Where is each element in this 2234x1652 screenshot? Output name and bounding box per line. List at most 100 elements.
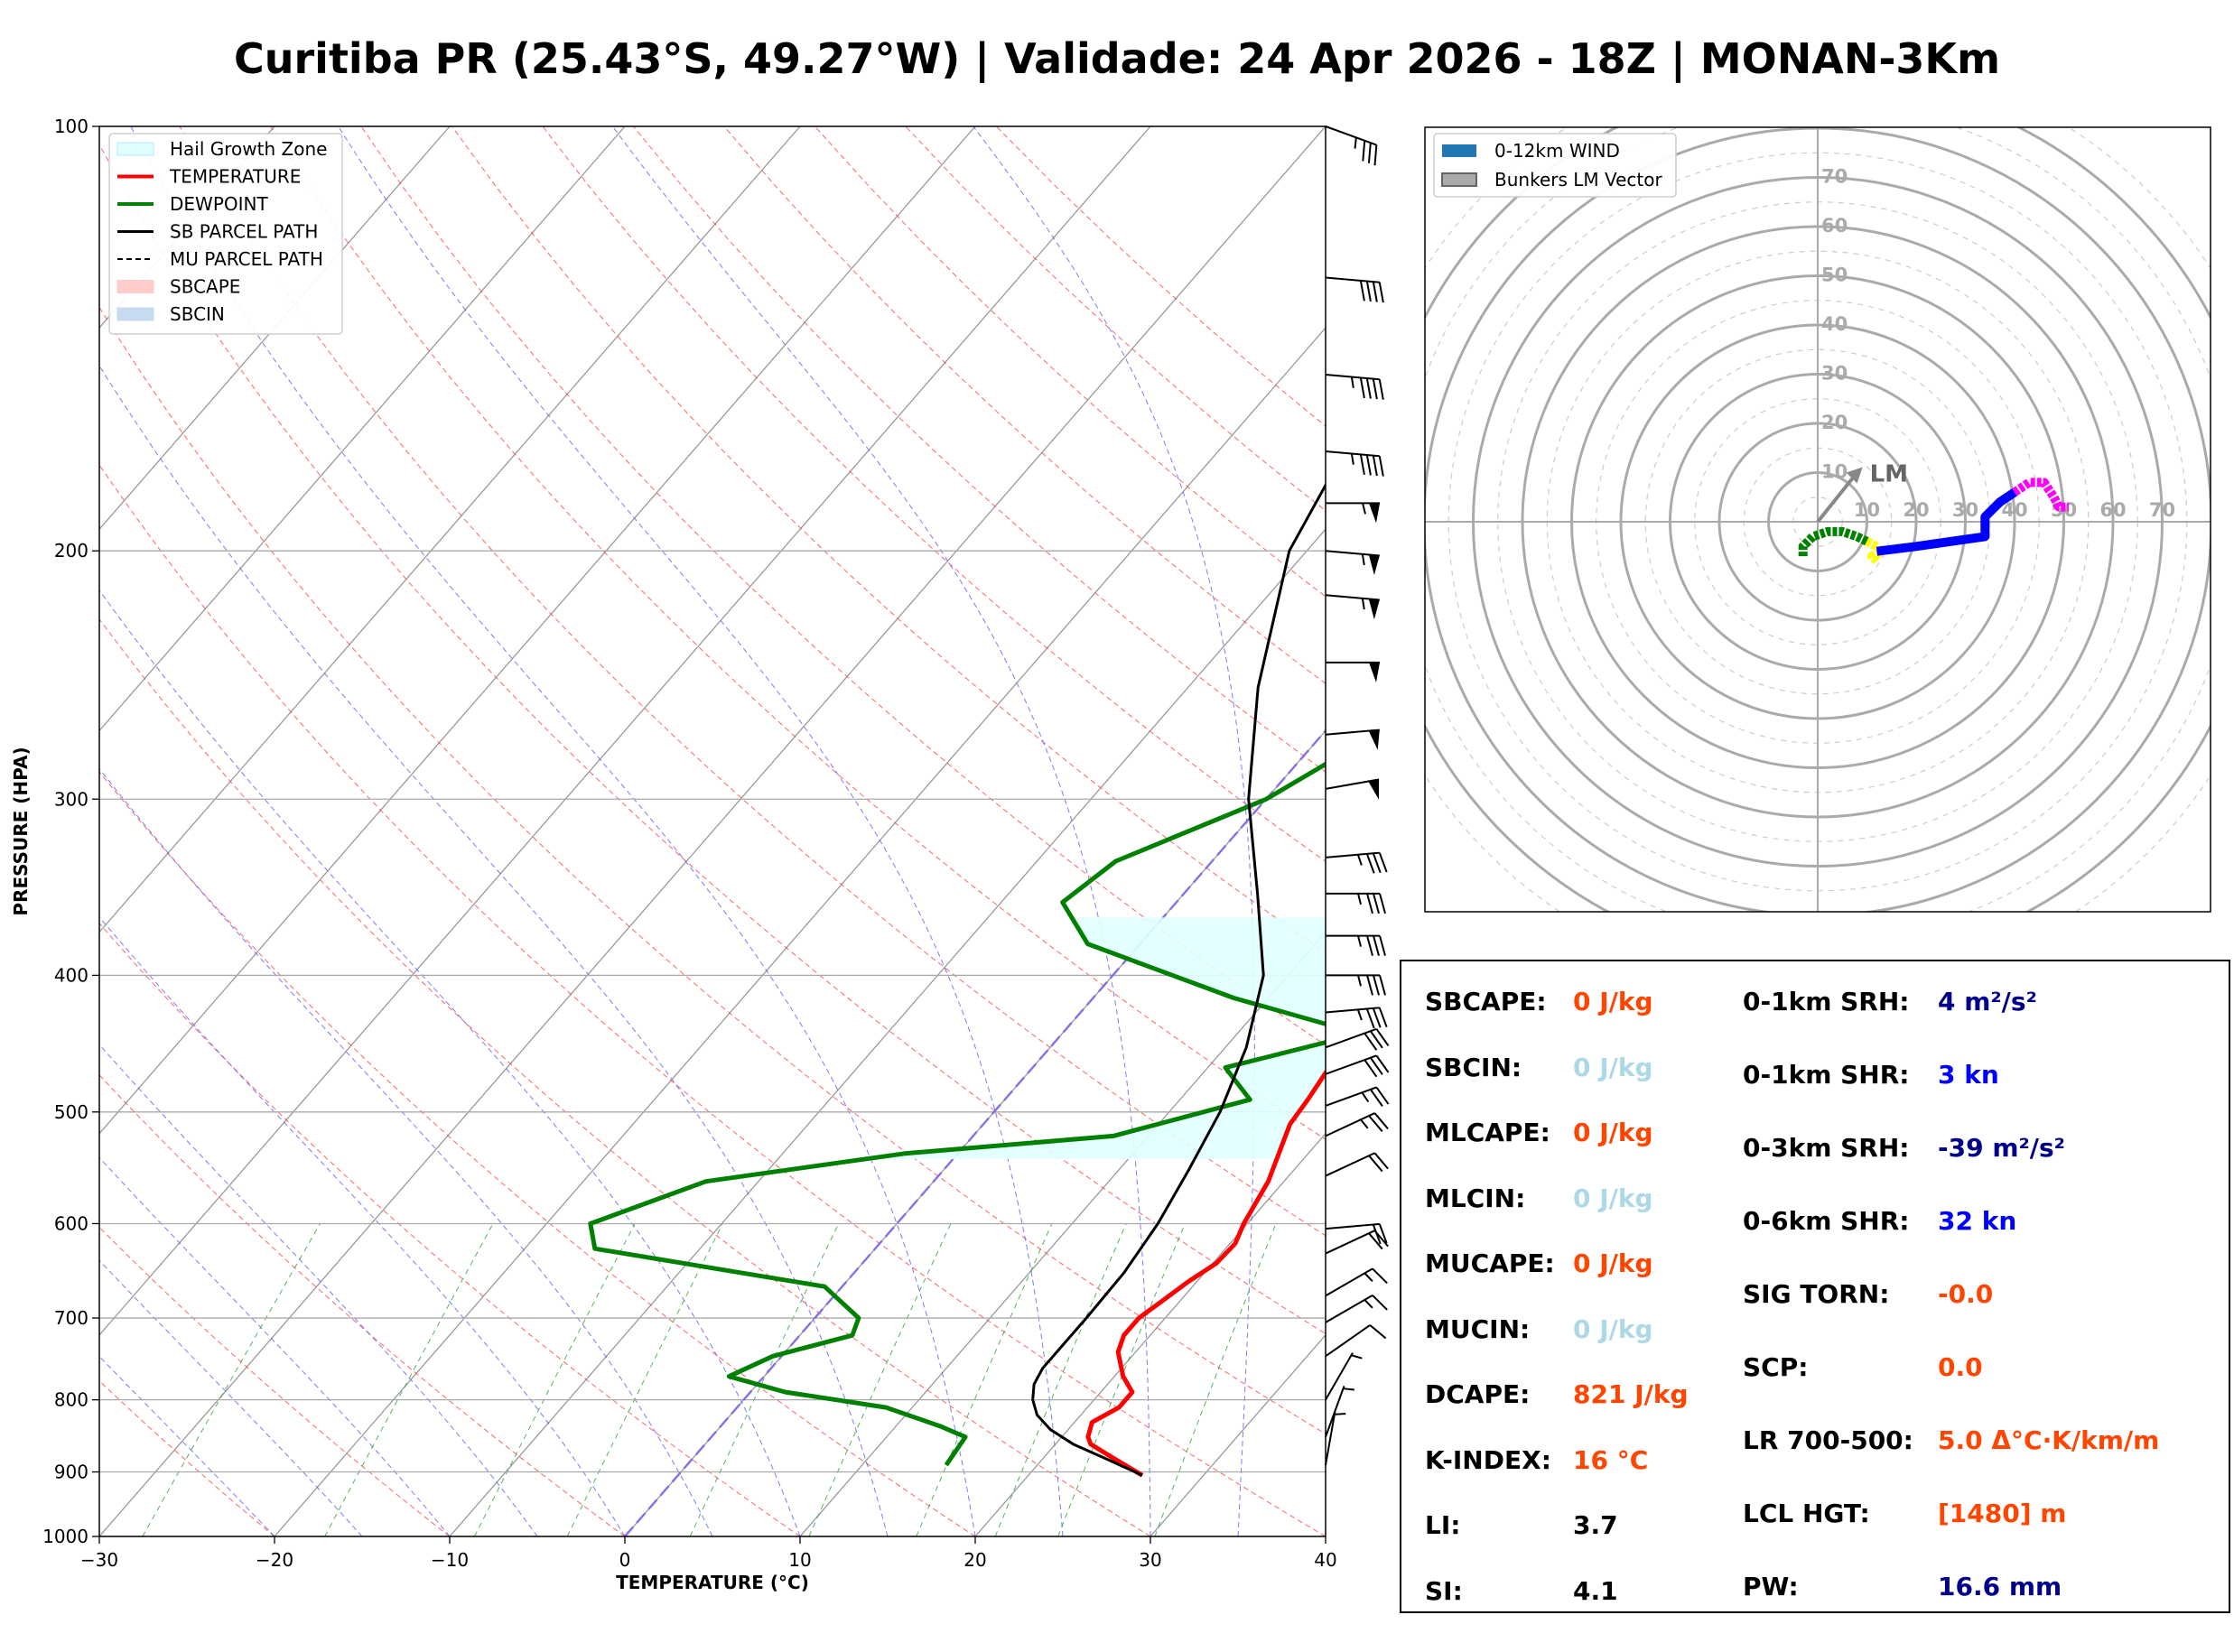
ring-label-y: 50 [1821,265,1848,286]
wind-barb [1325,1295,1388,1323]
legend-label: SB PARCEL PATH [170,221,318,243]
stat-right-label: PW: [1743,1572,1799,1601]
moist-adiabat-line [99,767,713,1536]
moist-adiabat-line [611,126,1151,1536]
mixing-ratio-line [916,1223,1053,1536]
mixing-ratio-line [324,1223,494,1536]
legend-box [108,133,343,335]
ring-label-x: 70 [2149,499,2175,521]
x-tick-label: −30 [80,1549,118,1571]
x-tick-label: 0 [619,1549,631,1571]
mixing-ratio-line [689,1223,840,1536]
legend-swatch [1442,144,1476,157]
hodograph-trace [1876,488,2017,556]
wind-barb [1325,729,1380,750]
isotherm-line [99,126,626,732]
stat-left-value: 0 J/kg [1573,1118,1653,1147]
wind-barb [1325,1352,1363,1401]
x-tick-label: 40 [1314,1549,1336,1571]
wind-barb [1325,1386,1354,1438]
isotherm-line [274,327,1326,1536]
isotherm-line [449,528,1326,1536]
legend-swatch [1441,172,1477,187]
wind-barb [1325,1267,1388,1297]
dry-adiabat-line [542,126,1326,862]
y-tick-label: 500 [54,1101,88,1123]
stat-left-label: K-INDEX: [1425,1444,1551,1475]
wind-barb [1325,1007,1388,1029]
wind-barb [1325,594,1380,620]
stat-right-label: LR 700-500: [1743,1425,1913,1455]
temperature-line [1085,1068,1326,1478]
stat-right-label: 0-1km SHR: [1743,1060,1910,1090]
hodograph-trace [2012,478,2069,512]
stat-right-label: 0-6km SHR: [1743,1206,1910,1236]
stat-right-value: 32 kn [1938,1206,2017,1236]
y-axis-label: PRESSURE (HPA) [10,747,32,915]
stat-left-value: 0 J/kg [1573,1052,1653,1082]
bunkers-lm-vector [1816,471,1859,524]
isotherm-line [99,126,976,1135]
moist-adiabat-line [99,1259,363,1536]
mixing-ratio-line [1057,1223,1186,1536]
mixing-ratio-line [994,1223,1127,1536]
ring-label-y: 10 [1821,461,1848,483]
stat-right-label: LCL HGT: [1743,1499,1870,1528]
y-tick-label: 400 [54,964,88,986]
stat-left-value: 4.1 [1573,1575,1618,1606]
x-tick-label: 20 [963,1549,986,1571]
y-tick-label: 300 [54,788,88,810]
moist-adiabat-line [99,1355,275,1536]
hodograph-trace [1798,526,1869,557]
stat-left-label: LI: [1425,1510,1461,1540]
wind-barb [1325,550,1380,576]
hodo-legend-box [1433,133,1677,198]
y-tick-label: 100 [54,116,88,137]
legend-label: Bunkers LM Vector [1494,169,1663,190]
y-tick-label: 800 [54,1389,88,1411]
dry-adiabat-line [99,1074,626,1536]
legend-label: TEMPERATURE [169,166,301,188]
page-title: Curitiba PR (25.43°S, 49.27°W) | Validad… [233,34,2000,83]
wind-barb [1325,1112,1389,1137]
wind-barb [1325,778,1380,800]
stat-left-label: SBCAPE: [1425,987,1547,1016]
wind-barb [1326,502,1380,524]
y-tick-label: 200 [54,540,88,561]
wind-barb [1325,1152,1389,1177]
dry-adiabat-line [99,464,1326,1536]
stat-right-value: [1480] m [1938,1499,2067,1528]
wind-barb [1325,1027,1390,1051]
legend-label: 0-12km WIND [1494,140,1620,162]
legend-swatch [116,280,154,293]
wind-barb [1325,1086,1390,1108]
wind-barb [1325,1230,1389,1255]
dry-adiabat-line [99,618,1151,1536]
y-tick-label: 700 [54,1307,88,1329]
ring-label-y: 40 [1821,313,1848,335]
hail-growth-zone [864,917,1326,1159]
stat-right-label: SIG TORN: [1743,1279,1890,1309]
wind-barb [1326,934,1386,956]
ring-label-y: 70 [1821,166,1848,188]
ring-label-x: 20 [1903,499,1929,521]
stat-left-value: 0 J/kg [1573,1313,1653,1344]
wind-barb [1326,892,1386,914]
moist-adiabat-line [99,1044,538,1536]
mixing-ratio-line [142,1223,321,1536]
legend-label: SBCIN [170,303,225,325]
legend-label: Hail Growth Zone [170,138,327,160]
stat-left-value: 0 J/kg [1573,987,1653,1016]
lm-label: LM [1870,461,1908,488]
stat-right-value: 0.0 [1938,1352,1983,1382]
moist-adiabat-line [99,916,626,1536]
isotherm-line [974,1132,1326,1536]
stat-right-value: -39 m²/s² [1938,1133,2065,1163]
mixing-ratio-line [1154,1223,1277,1536]
stat-left-label: MUCIN: [1425,1313,1531,1344]
stat-right-value: -0.0 [1938,1279,1994,1309]
stat-left-value: 0 J/kg [1573,1248,1653,1278]
stat-left-label: MLCAPE: [1425,1118,1550,1147]
stat-left-label: MLCIN: [1425,1183,1526,1213]
